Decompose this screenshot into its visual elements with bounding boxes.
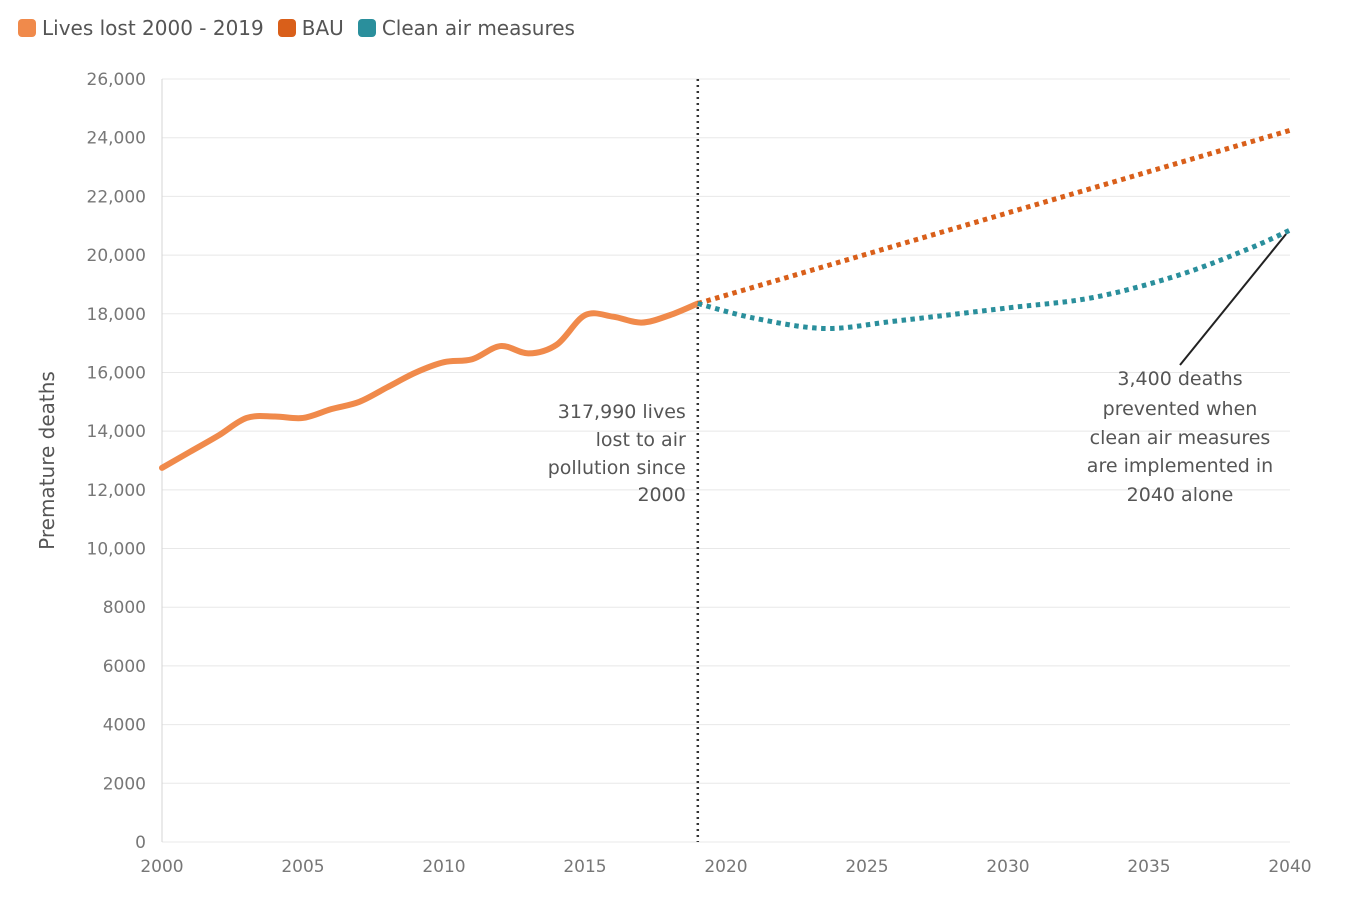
annotation-prevented-line: clean air measures bbox=[1090, 427, 1271, 449]
y-tick-label: 26,000 bbox=[87, 70, 146, 90]
x-tick-label: 2040 bbox=[1268, 857, 1311, 877]
series-line-lives-lost bbox=[159, 300, 701, 471]
y-tick-label: 18,000 bbox=[87, 305, 146, 325]
y-tick-label: 22,000 bbox=[87, 187, 146, 207]
annotation-leader-line bbox=[1179, 233, 1287, 366]
x-tick-label: 2025 bbox=[845, 857, 888, 877]
x-tick-label: 2035 bbox=[1127, 857, 1170, 877]
legend: Lives lost 2000 - 2019 BAU Clean air mea… bbox=[18, 16, 575, 40]
x-tick-label: 2000 bbox=[140, 857, 183, 877]
legend-label-bau: BAU bbox=[301, 16, 344, 40]
y-tick-label: 16,000 bbox=[87, 363, 146, 383]
legend-item-lives-lost[interactable]: Lives lost 2000 - 2019 bbox=[18, 16, 264, 40]
annotation-prevented-line: 3,400 deaths bbox=[1117, 368, 1242, 390]
annotation-lives-lost-line: lost to air bbox=[596, 429, 686, 451]
series-line-bau bbox=[697, 127, 1291, 306]
legend-item-bau[interactable]: BAU bbox=[277, 16, 344, 40]
annotation-lives-lost-line: pollution since bbox=[548, 457, 686, 479]
x-tick-label: 2030 bbox=[986, 857, 1029, 877]
y-tick-label: 20,000 bbox=[87, 246, 146, 266]
x-tick-label: 2010 bbox=[422, 857, 465, 877]
legend-swatch-lives-lost bbox=[18, 19, 36, 37]
y-tick-label: 0 bbox=[135, 833, 146, 853]
y-tick-label: 24,000 bbox=[87, 129, 146, 149]
y-tick-label: 12,000 bbox=[87, 481, 146, 501]
annotation-prevented-line: are implemented in bbox=[1087, 455, 1273, 477]
annotation-prevented-line: 2040 alone bbox=[1127, 484, 1234, 506]
annotation-lives-lost-line: 2000 bbox=[637, 484, 685, 506]
y-tick-label: 8000 bbox=[103, 598, 146, 618]
y-axis-title: Premature deaths bbox=[35, 371, 59, 550]
x-tick-label: 2015 bbox=[563, 857, 606, 877]
y-tick-label: 14,000 bbox=[87, 422, 146, 442]
legend-label-lives-lost: Lives lost 2000 - 2019 bbox=[42, 16, 264, 40]
y-tick-label: 6000 bbox=[103, 657, 146, 677]
series-line-clean-air bbox=[697, 227, 1292, 331]
x-tick-label: 2020 bbox=[704, 857, 747, 877]
legend-swatch-clean-air bbox=[357, 19, 376, 37]
legend-swatch-bau bbox=[277, 19, 296, 37]
x-tick-label: 2005 bbox=[281, 857, 324, 877]
legend-item-clean-air[interactable]: Clean air measures bbox=[357, 16, 575, 40]
annotation-prevented-line: prevented when bbox=[1103, 398, 1258, 420]
y-tick-label: 10,000 bbox=[87, 540, 146, 560]
legend-label-clean-air: Clean air measures bbox=[381, 16, 575, 40]
y-tick-label: 4000 bbox=[103, 716, 146, 736]
annotation-lives-lost-line: 317,990 lives bbox=[558, 401, 686, 423]
y-tick-label: 2000 bbox=[103, 774, 146, 794]
